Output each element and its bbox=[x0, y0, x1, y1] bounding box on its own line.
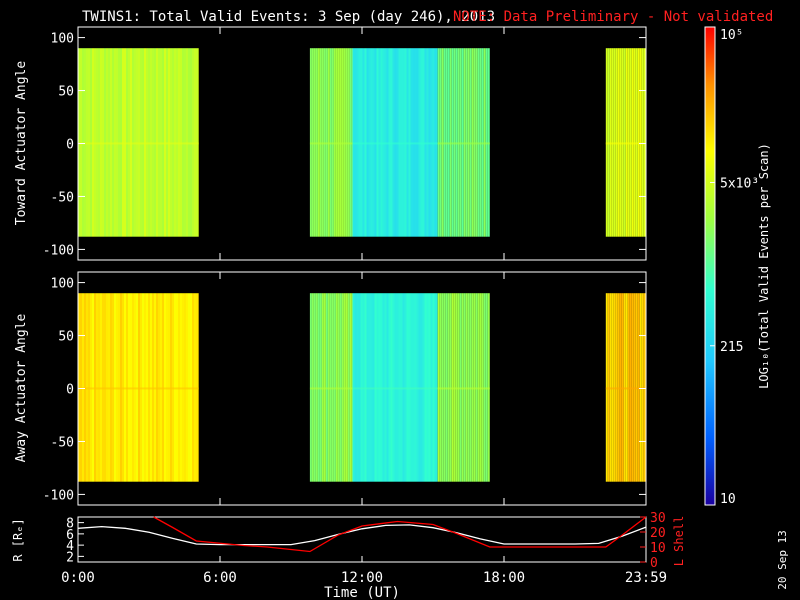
y-tick-label-left: 4 bbox=[66, 539, 74, 554]
y-tick-label-left: 2 bbox=[66, 550, 74, 565]
orbit-ylabel-right: L Shell bbox=[672, 516, 686, 567]
footer-date: 20 Sep 13 bbox=[776, 530, 789, 590]
y-tick-label-right: 30 bbox=[650, 511, 666, 526]
zero-angle-stripe bbox=[352, 387, 438, 390]
away-y-ticks: 100 50 0 -50 -100 bbox=[43, 272, 647, 505]
toward-ylabel: Toward Actuator Angle bbox=[14, 61, 29, 226]
away-panel bbox=[78, 293, 646, 482]
toward-y-ticks: 100 50 0 -50 -100 bbox=[43, 27, 647, 260]
zero-angle-stripe bbox=[78, 387, 199, 390]
x-tick-label: 6:00 bbox=[203, 570, 237, 586]
y-tick-label: 50 bbox=[58, 330, 74, 345]
zero-angle-stripe bbox=[309, 387, 353, 390]
zero-angle-stripe bbox=[437, 387, 490, 390]
l-shell-line bbox=[153, 516, 647, 553]
y-tick-label: 0 bbox=[66, 138, 74, 153]
x-axis-label: Time (UT) bbox=[324, 585, 400, 600]
y-tick-label: 100 bbox=[51, 32, 74, 47]
time-axis-ticks: 0:00 6:00 12:00 18:00 23:59 bbox=[61, 556, 667, 586]
y-tick-label-left: 8 bbox=[66, 517, 74, 532]
colorbar-ticks: 10⁵ 5x10³ 215 10 bbox=[710, 26, 759, 507]
zero-angle-stripe bbox=[605, 387, 646, 390]
orbit-ylabel-left: R [Rₑ] bbox=[11, 518, 25, 561]
y-tick-label-left: 6 bbox=[66, 528, 74, 543]
y-tick-label: -50 bbox=[51, 435, 74, 450]
y-tick-label-right: 0 bbox=[650, 556, 658, 571]
y-tick-label-right: 10 bbox=[650, 541, 666, 556]
y-tick-label-right: 20 bbox=[650, 526, 666, 541]
colorbar-tick-label: 5x10³ bbox=[720, 176, 759, 191]
y-tick-label: -100 bbox=[43, 488, 74, 503]
colorbar-label: LOG₁₀(Total Valid Events per Scan) bbox=[757, 143, 771, 389]
x-tick-label: 23:59 bbox=[625, 570, 667, 586]
x-tick-label: 0:00 bbox=[61, 570, 95, 586]
figure-title: TWINS1: Total Valid Events: 3 Sep (day 2… bbox=[82, 9, 495, 25]
r-distance-line bbox=[77, 524, 647, 546]
zero-angle-stripe bbox=[309, 142, 353, 145]
colorbar-tick-label: 10⁵ bbox=[720, 28, 743, 43]
x-tick-label: 18:00 bbox=[483, 570, 525, 586]
colorbar bbox=[704, 26, 716, 506]
y-tick-label: 100 bbox=[51, 277, 74, 292]
preliminary-note: NOTE: Data Preliminary - Not validated bbox=[453, 9, 773, 25]
y-tick-label: 50 bbox=[58, 85, 74, 100]
zero-angle-stripe bbox=[78, 142, 199, 145]
y-tick-label: -100 bbox=[43, 243, 74, 258]
toward-panel bbox=[78, 48, 646, 237]
orbit-panel-frame bbox=[77, 516, 647, 563]
y-tick-label: -50 bbox=[51, 190, 74, 205]
away-ylabel: Away Actuator Angle bbox=[14, 313, 29, 462]
y-tick-label: 0 bbox=[66, 383, 74, 398]
x-tick-label: 12:00 bbox=[341, 570, 383, 586]
zero-angle-stripe bbox=[605, 142, 646, 145]
colorbar-tick-label: 10 bbox=[720, 492, 736, 507]
colorbar-tick-label: 215 bbox=[720, 340, 743, 355]
zero-angle-stripe bbox=[437, 142, 490, 145]
zero-angle-stripe bbox=[352, 142, 438, 145]
